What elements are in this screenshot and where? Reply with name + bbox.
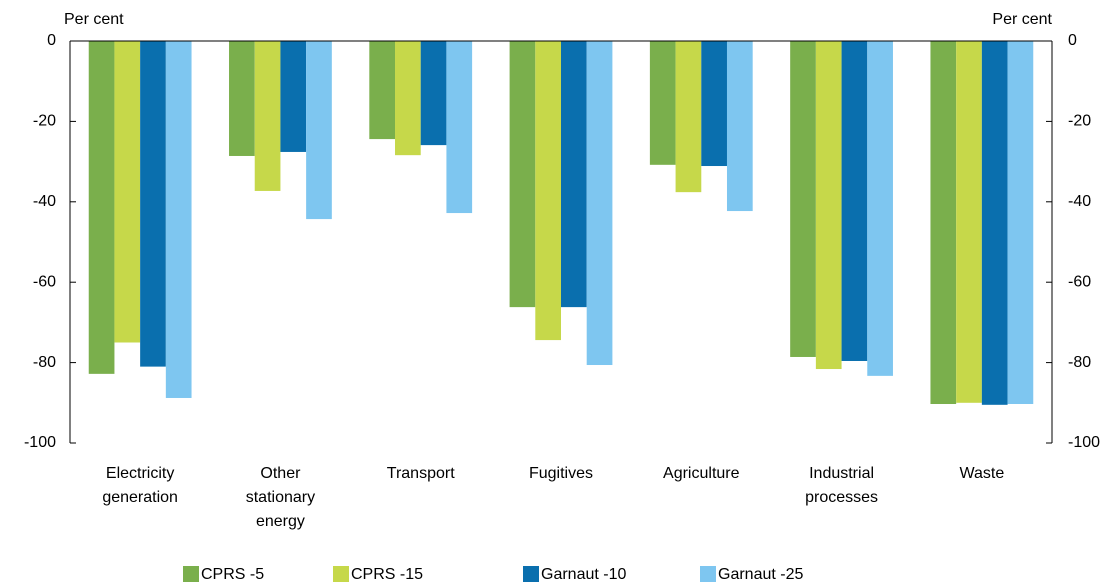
y-axis-label: Per cent (64, 11, 124, 28)
bar (956, 41, 982, 403)
bar (815, 41, 842, 370)
y-tick-label: -20 (33, 113, 56, 130)
y-tick-label: -80 (33, 354, 56, 371)
y-tick-label: -100 (24, 434, 56, 451)
legend-swatch (523, 566, 539, 582)
y2-tick-label: -100 (1068, 434, 1100, 451)
bar (254, 41, 281, 191)
x-tick-label: Other stationary energy (245, 465, 316, 530)
bar (420, 41, 447, 146)
x-tick-label: Transport (386, 465, 455, 482)
bar (114, 41, 141, 343)
bar (140, 41, 166, 367)
y2-tick-label: -80 (1068, 354, 1091, 371)
bar (586, 41, 613, 366)
legend-label: Garnaut -10 (541, 566, 626, 583)
y2-tick-label: -20 (1068, 113, 1091, 130)
legend-swatch (333, 566, 349, 582)
y-tick-label: -60 (33, 273, 56, 290)
y2-tick-label: -60 (1068, 273, 1091, 290)
bar (229, 41, 255, 156)
bar (509, 41, 536, 308)
legend-label: CPRS -5 (201, 566, 264, 583)
legend-label: Garnaut -25 (718, 566, 803, 583)
x-tick-label: Waste (959, 465, 1005, 482)
bar (790, 41, 816, 357)
bar (446, 41, 473, 214)
bar (369, 41, 396, 140)
x-tick-label: Electricity generation (102, 465, 178, 506)
legend-swatch (183, 566, 199, 582)
x-tick-label: Fugitives (528, 465, 594, 482)
x-tick-label: Agriculture (663, 465, 740, 482)
y2-axis-label: Per cent (992, 11, 1052, 28)
y2-tick-label: 0 (1068, 32, 1077, 49)
bar (280, 41, 307, 152)
y-tick-label: -40 (33, 193, 56, 210)
bar (165, 41, 192, 398)
bar (867, 41, 893, 376)
y-tick-label: 0 (47, 32, 56, 49)
bar (701, 41, 727, 167)
bar (306, 41, 332, 220)
bar (981, 41, 1008, 405)
bar (561, 41, 587, 308)
bar (88, 41, 115, 374)
bar (649, 41, 676, 165)
bar (1007, 41, 1034, 405)
y2-tick-label: -40 (1068, 193, 1091, 210)
bar (535, 41, 561, 341)
x-tick-label: Industrial processes (805, 465, 879, 506)
bar (395, 41, 421, 156)
bar (930, 41, 957, 405)
legend-label: CPRS -15 (351, 566, 423, 583)
bar (726, 41, 753, 212)
bar (675, 41, 702, 193)
legend-swatch (700, 566, 716, 582)
bar (841, 41, 868, 361)
